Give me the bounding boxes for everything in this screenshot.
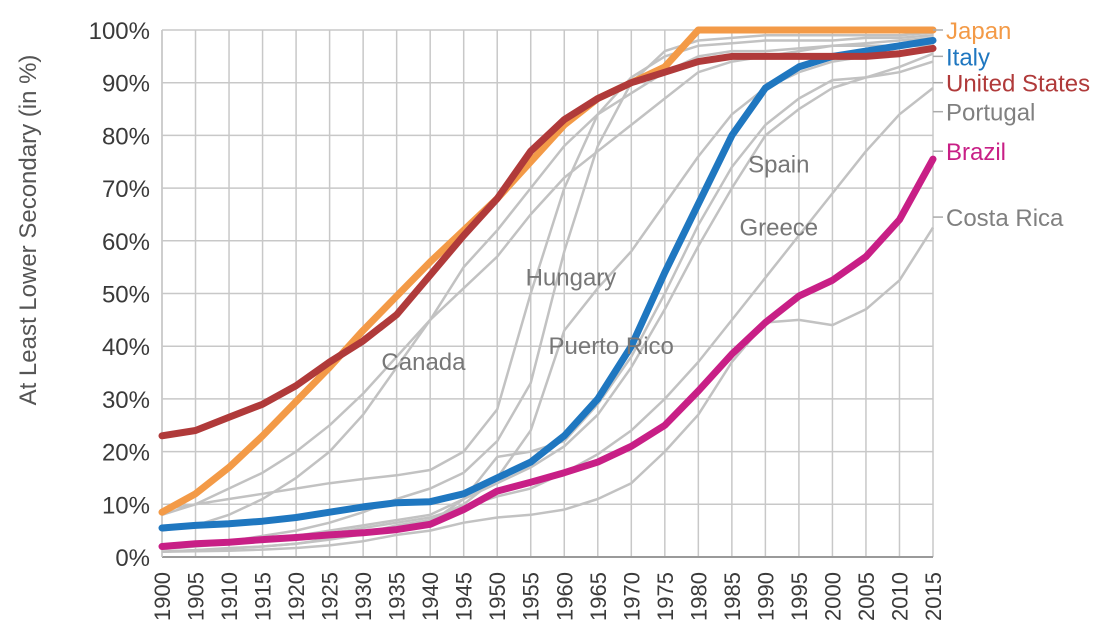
- legend-label: Costa Rica: [946, 205, 1064, 232]
- annotation-label: Puerto Rico: [548, 333, 673, 360]
- x-tick-label: 1975: [653, 572, 678, 621]
- series-line-japan: [158, 26, 937, 516]
- x-tick-label: 1965: [586, 572, 611, 621]
- x-tick-label: 1910: [217, 572, 242, 621]
- y-tick-label: 20%: [102, 440, 150, 467]
- annotation-label: Canada: [381, 349, 466, 376]
- x-tick-label: 1955: [519, 572, 544, 621]
- series-annotations: Spain Greece Hungary Puerto Rico Canada: [381, 151, 818, 376]
- annotation-label: Hungary: [526, 265, 617, 292]
- y-tick-label: 60%: [102, 229, 150, 256]
- annotation-label: Spain: [748, 151, 809, 178]
- x-tick-label: 2000: [820, 572, 845, 621]
- annotation-label: Greece: [739, 215, 818, 242]
- series-line-united-states: [158, 44, 937, 440]
- legend-label: Japan: [946, 18, 1011, 45]
- x-tick-label: 1995: [787, 572, 812, 621]
- x-tick-label: 1970: [619, 572, 644, 621]
- x-tick-label: 1915: [251, 572, 276, 621]
- y-tick-label: 70%: [102, 176, 150, 203]
- y-tick-label: 30%: [102, 387, 150, 414]
- x-tick-label: 1950: [485, 572, 510, 621]
- series-line-italy: [158, 37, 937, 532]
- legend-label: Brazil: [946, 139, 1006, 166]
- x-tick-label: 1935: [385, 572, 410, 621]
- legend-label: United States: [946, 71, 1090, 98]
- y-axis-label: At Least Lower Secondary (in %): [15, 55, 42, 406]
- x-tick-label: 1960: [552, 572, 577, 621]
- x-tick-label: 1930: [351, 572, 376, 621]
- x-tick-label: 2005: [854, 572, 879, 621]
- highlighted-series-lines: [158, 26, 937, 550]
- x-tick-label: 1900: [150, 572, 175, 621]
- x-tick-label: 1925: [318, 572, 343, 621]
- x-tick-label: 1990: [753, 572, 778, 621]
- background-series-line: [161, 36, 934, 516]
- y-tick-label: 80%: [102, 123, 150, 150]
- y-tick-label: 50%: [102, 282, 150, 309]
- background-series-line: [161, 44, 933, 532]
- x-tick-label: 2015: [921, 572, 946, 621]
- background-series-line: [161, 31, 934, 548]
- y-tick-label: 90%: [102, 71, 150, 98]
- x-tick-label: 1945: [452, 572, 477, 621]
- series-line-brazil: [158, 155, 937, 550]
- legend-label: Portugal: [946, 100, 1035, 127]
- y-tick-label: 0%: [115, 545, 150, 572]
- y-tick-label: 40%: [102, 334, 150, 361]
- x-tick-label: 1940: [418, 572, 443, 621]
- x-tick-label: 1985: [720, 572, 745, 621]
- x-tick-label: 1905: [184, 572, 209, 621]
- x-tick-label: 1980: [686, 572, 711, 621]
- x-tick-label: 1920: [284, 572, 309, 621]
- axes: 0% 10% 20% 30% 40% 50% 60% 70% 80% 90% 100% 1900 190…: [89, 18, 946, 621]
- y-tick-label: 100%: [89, 18, 150, 45]
- background-series-line: [161, 34, 934, 511]
- legend-label: Italy: [946, 44, 990, 71]
- x-tick-label: 2010: [887, 572, 912, 621]
- y-tick-label: 10%: [102, 492, 150, 519]
- background-series-line: [161, 226, 935, 553]
